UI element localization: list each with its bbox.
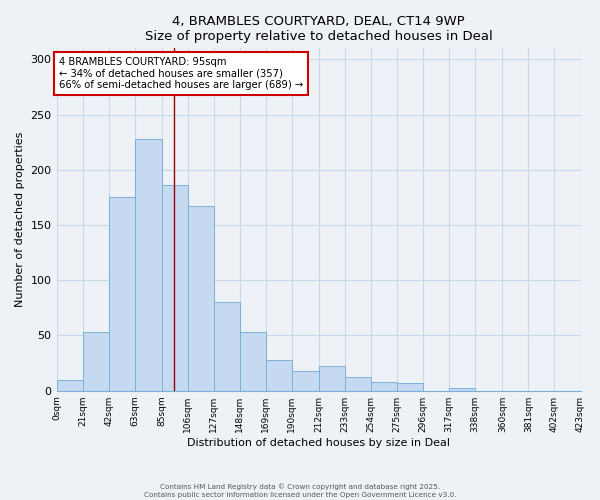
Bar: [371, 382, 397, 390]
Text: Contains HM Land Registry data © Crown copyright and database right 2025.
Contai: Contains HM Land Registry data © Crown c…: [144, 484, 456, 498]
Bar: [449, 388, 475, 390]
Bar: [345, 378, 371, 390]
Bar: [266, 360, 292, 390]
Bar: [188, 206, 214, 390]
Bar: [292, 371, 319, 390]
Bar: [83, 332, 109, 390]
Bar: [214, 302, 240, 390]
Bar: [56, 380, 83, 390]
Bar: [319, 366, 345, 390]
Bar: [240, 332, 266, 390]
Text: 4 BRAMBLES COURTYARD: 95sqm
← 34% of detached houses are smaller (357)
66% of se: 4 BRAMBLES COURTYARD: 95sqm ← 34% of det…: [59, 57, 303, 90]
X-axis label: Distribution of detached houses by size in Deal: Distribution of detached houses by size …: [187, 438, 450, 448]
Bar: [109, 198, 134, 390]
Bar: [162, 186, 188, 390]
Y-axis label: Number of detached properties: Number of detached properties: [15, 132, 25, 307]
Title: 4, BRAMBLES COURTYARD, DEAL, CT14 9WP
Size of property relative to detached hous: 4, BRAMBLES COURTYARD, DEAL, CT14 9WP Si…: [145, 15, 493, 43]
Bar: [397, 383, 423, 390]
Bar: [134, 139, 162, 390]
